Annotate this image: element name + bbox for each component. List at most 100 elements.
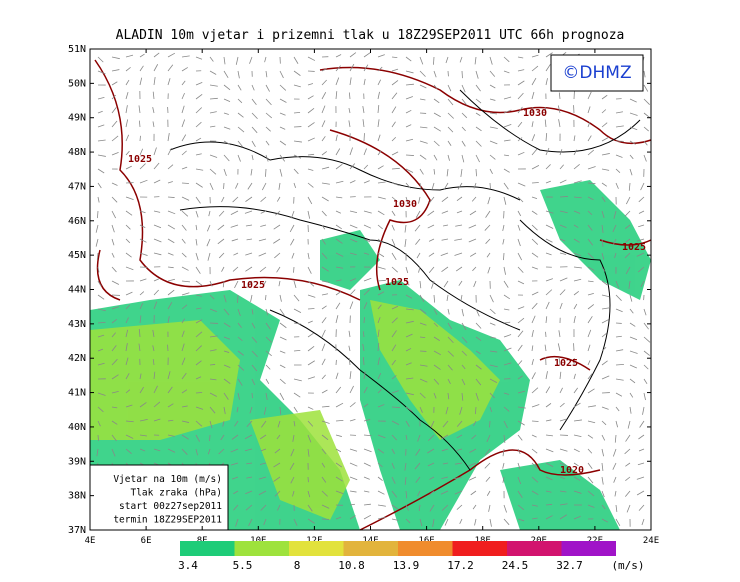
wind-arrow <box>601 434 606 441</box>
wind-arrow <box>503 139 511 142</box>
wind-arrow <box>628 280 631 289</box>
wind-arrow <box>531 504 538 507</box>
wind-arrow <box>531 387 539 394</box>
copyright: ©DHMZ <box>562 63 631 83</box>
wind-arrow <box>195 319 203 324</box>
wind-arrow <box>461 336 468 343</box>
wind-arrow <box>629 378 636 384</box>
wind-arrow <box>97 294 105 300</box>
wind-arrow <box>615 111 624 114</box>
wind-arrow <box>321 280 330 283</box>
wind-arrow <box>601 307 610 310</box>
wind-arrow <box>601 294 610 298</box>
wind-arrow <box>139 448 146 452</box>
wind-arrow <box>335 54 342 58</box>
wind-arrow <box>629 322 636 327</box>
wind-arrow <box>223 98 231 103</box>
wind-arrow <box>559 302 563 310</box>
wind-arrow <box>461 322 467 331</box>
wind-arrow <box>447 84 452 92</box>
wind-arrow <box>279 308 285 316</box>
wind-arrow <box>260 196 267 202</box>
wind-arrow <box>405 420 410 427</box>
wind-arrow <box>246 476 253 479</box>
wind-arrow <box>601 109 607 114</box>
wind-arrow <box>405 182 411 189</box>
wind-arrow <box>517 448 521 455</box>
wind-arrow <box>601 476 604 485</box>
wind-arrow <box>642 406 645 415</box>
wind-arrow <box>444 518 449 526</box>
wind-arrow <box>349 180 356 184</box>
wind-arrow <box>601 196 606 203</box>
wind-arrow <box>152 121 155 128</box>
wind-arrow <box>321 79 327 86</box>
wind-arrow <box>251 140 256 147</box>
wind-arrow <box>469 252 477 257</box>
wind-arrow <box>441 210 449 214</box>
wind-arrow <box>559 490 567 493</box>
wind-arrow <box>531 462 538 469</box>
wind-arrow <box>209 125 216 128</box>
wind-arrow <box>391 56 398 58</box>
wind-arrow <box>601 266 606 272</box>
wind-arrow <box>531 121 534 128</box>
wind-arrow <box>587 490 595 497</box>
wind-arrow <box>484 224 491 231</box>
wind-arrow <box>335 196 343 199</box>
wind-arrow <box>307 252 310 260</box>
wind-arrow <box>335 224 342 230</box>
wind-arrow <box>153 448 161 452</box>
wind-arrow <box>259 462 267 465</box>
wind-arrow <box>615 168 621 173</box>
color-box <box>507 541 562 556</box>
wind-arrow <box>321 105 326 114</box>
wind-arrow <box>559 371 562 380</box>
wind-arrow <box>475 406 477 415</box>
wind-arrow <box>391 151 399 156</box>
wind-arrow <box>428 490 435 496</box>
wind-arrow <box>615 406 620 412</box>
wind-arrow <box>433 56 435 65</box>
wind-arrow <box>391 167 400 170</box>
wind-arrow <box>363 238 371 243</box>
wind-arrow <box>391 406 400 408</box>
wind-arrow <box>417 434 421 442</box>
wind-arrow <box>559 289 566 296</box>
wind-arrow <box>391 266 398 273</box>
wind-arrow <box>433 126 442 132</box>
wind-arrow <box>601 347 607 352</box>
wind-arrow <box>321 374 326 380</box>
wind-arrow <box>278 182 281 190</box>
wind-arrow <box>517 518 525 522</box>
wind-arrow <box>263 406 267 415</box>
wind-arrow <box>503 294 510 300</box>
wind-arrow <box>97 56 104 63</box>
wind-arrow <box>349 462 358 467</box>
wind-arrow <box>433 308 438 315</box>
wind-arrow <box>125 373 130 380</box>
wind-arrow <box>222 280 225 288</box>
wind-arrow <box>545 147 550 156</box>
wind-arrow <box>544 119 547 128</box>
wind-arrow <box>468 462 477 467</box>
wind-arrow <box>223 364 231 369</box>
wind-arrow <box>348 92 351 100</box>
wind-arrow <box>181 92 185 100</box>
wind-arrow <box>419 126 428 129</box>
wind-arrow <box>247 280 253 288</box>
wind-arrow <box>601 122 608 128</box>
wind-arrow <box>587 373 593 380</box>
wind-arrow <box>486 252 491 258</box>
wind-arrow <box>517 280 525 285</box>
wind-arrow <box>153 371 156 380</box>
wind-arrow <box>456 210 463 214</box>
wind-arrow <box>557 105 561 114</box>
wind-arrow <box>428 266 435 273</box>
wind-arrow <box>265 336 273 343</box>
wind-arrow <box>181 55 190 58</box>
wind-arrow <box>111 69 120 72</box>
wind-arrow <box>125 196 134 200</box>
wind-arrow <box>262 280 267 287</box>
color-box <box>452 541 507 556</box>
